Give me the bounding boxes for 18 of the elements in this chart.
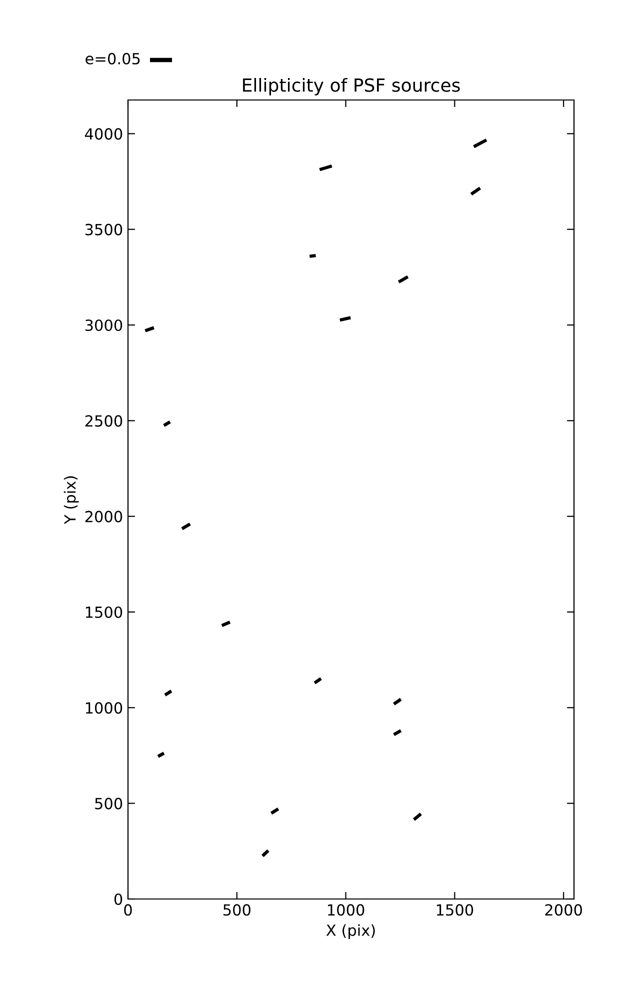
- chart-title: Ellipticity of PSF sources: [243, 78, 460, 96]
- y-axis-title: Y (pix): [64, 476, 79, 524]
- y-tick-label: 2500: [85, 415, 122, 427]
- y-tick-label: 500: [95, 798, 122, 810]
- x-tick-label: 500: [223, 904, 250, 916]
- x-tick-label: 0: [124, 904, 132, 916]
- text: e=0.05: [86, 52, 140, 64]
- x-tick-label: 1500: [436, 904, 474, 916]
- y-tick-label: 2000: [85, 510, 122, 522]
- x-axis-title: X (pix): [326, 924, 375, 939]
- y-tick-label: 1000: [86, 702, 122, 714]
- y-tick-label: 4000: [85, 128, 122, 140]
- y-tick-label: 0: [114, 893, 122, 906]
- y-tick-label: 3500: [85, 224, 122, 236]
- y-tick-label: 1500: [86, 606, 122, 618]
- x-tick-label: 2000: [545, 904, 582, 916]
- x-tick-label: 1000: [328, 904, 364, 916]
- y-tick-label: 3000: [85, 319, 122, 332]
